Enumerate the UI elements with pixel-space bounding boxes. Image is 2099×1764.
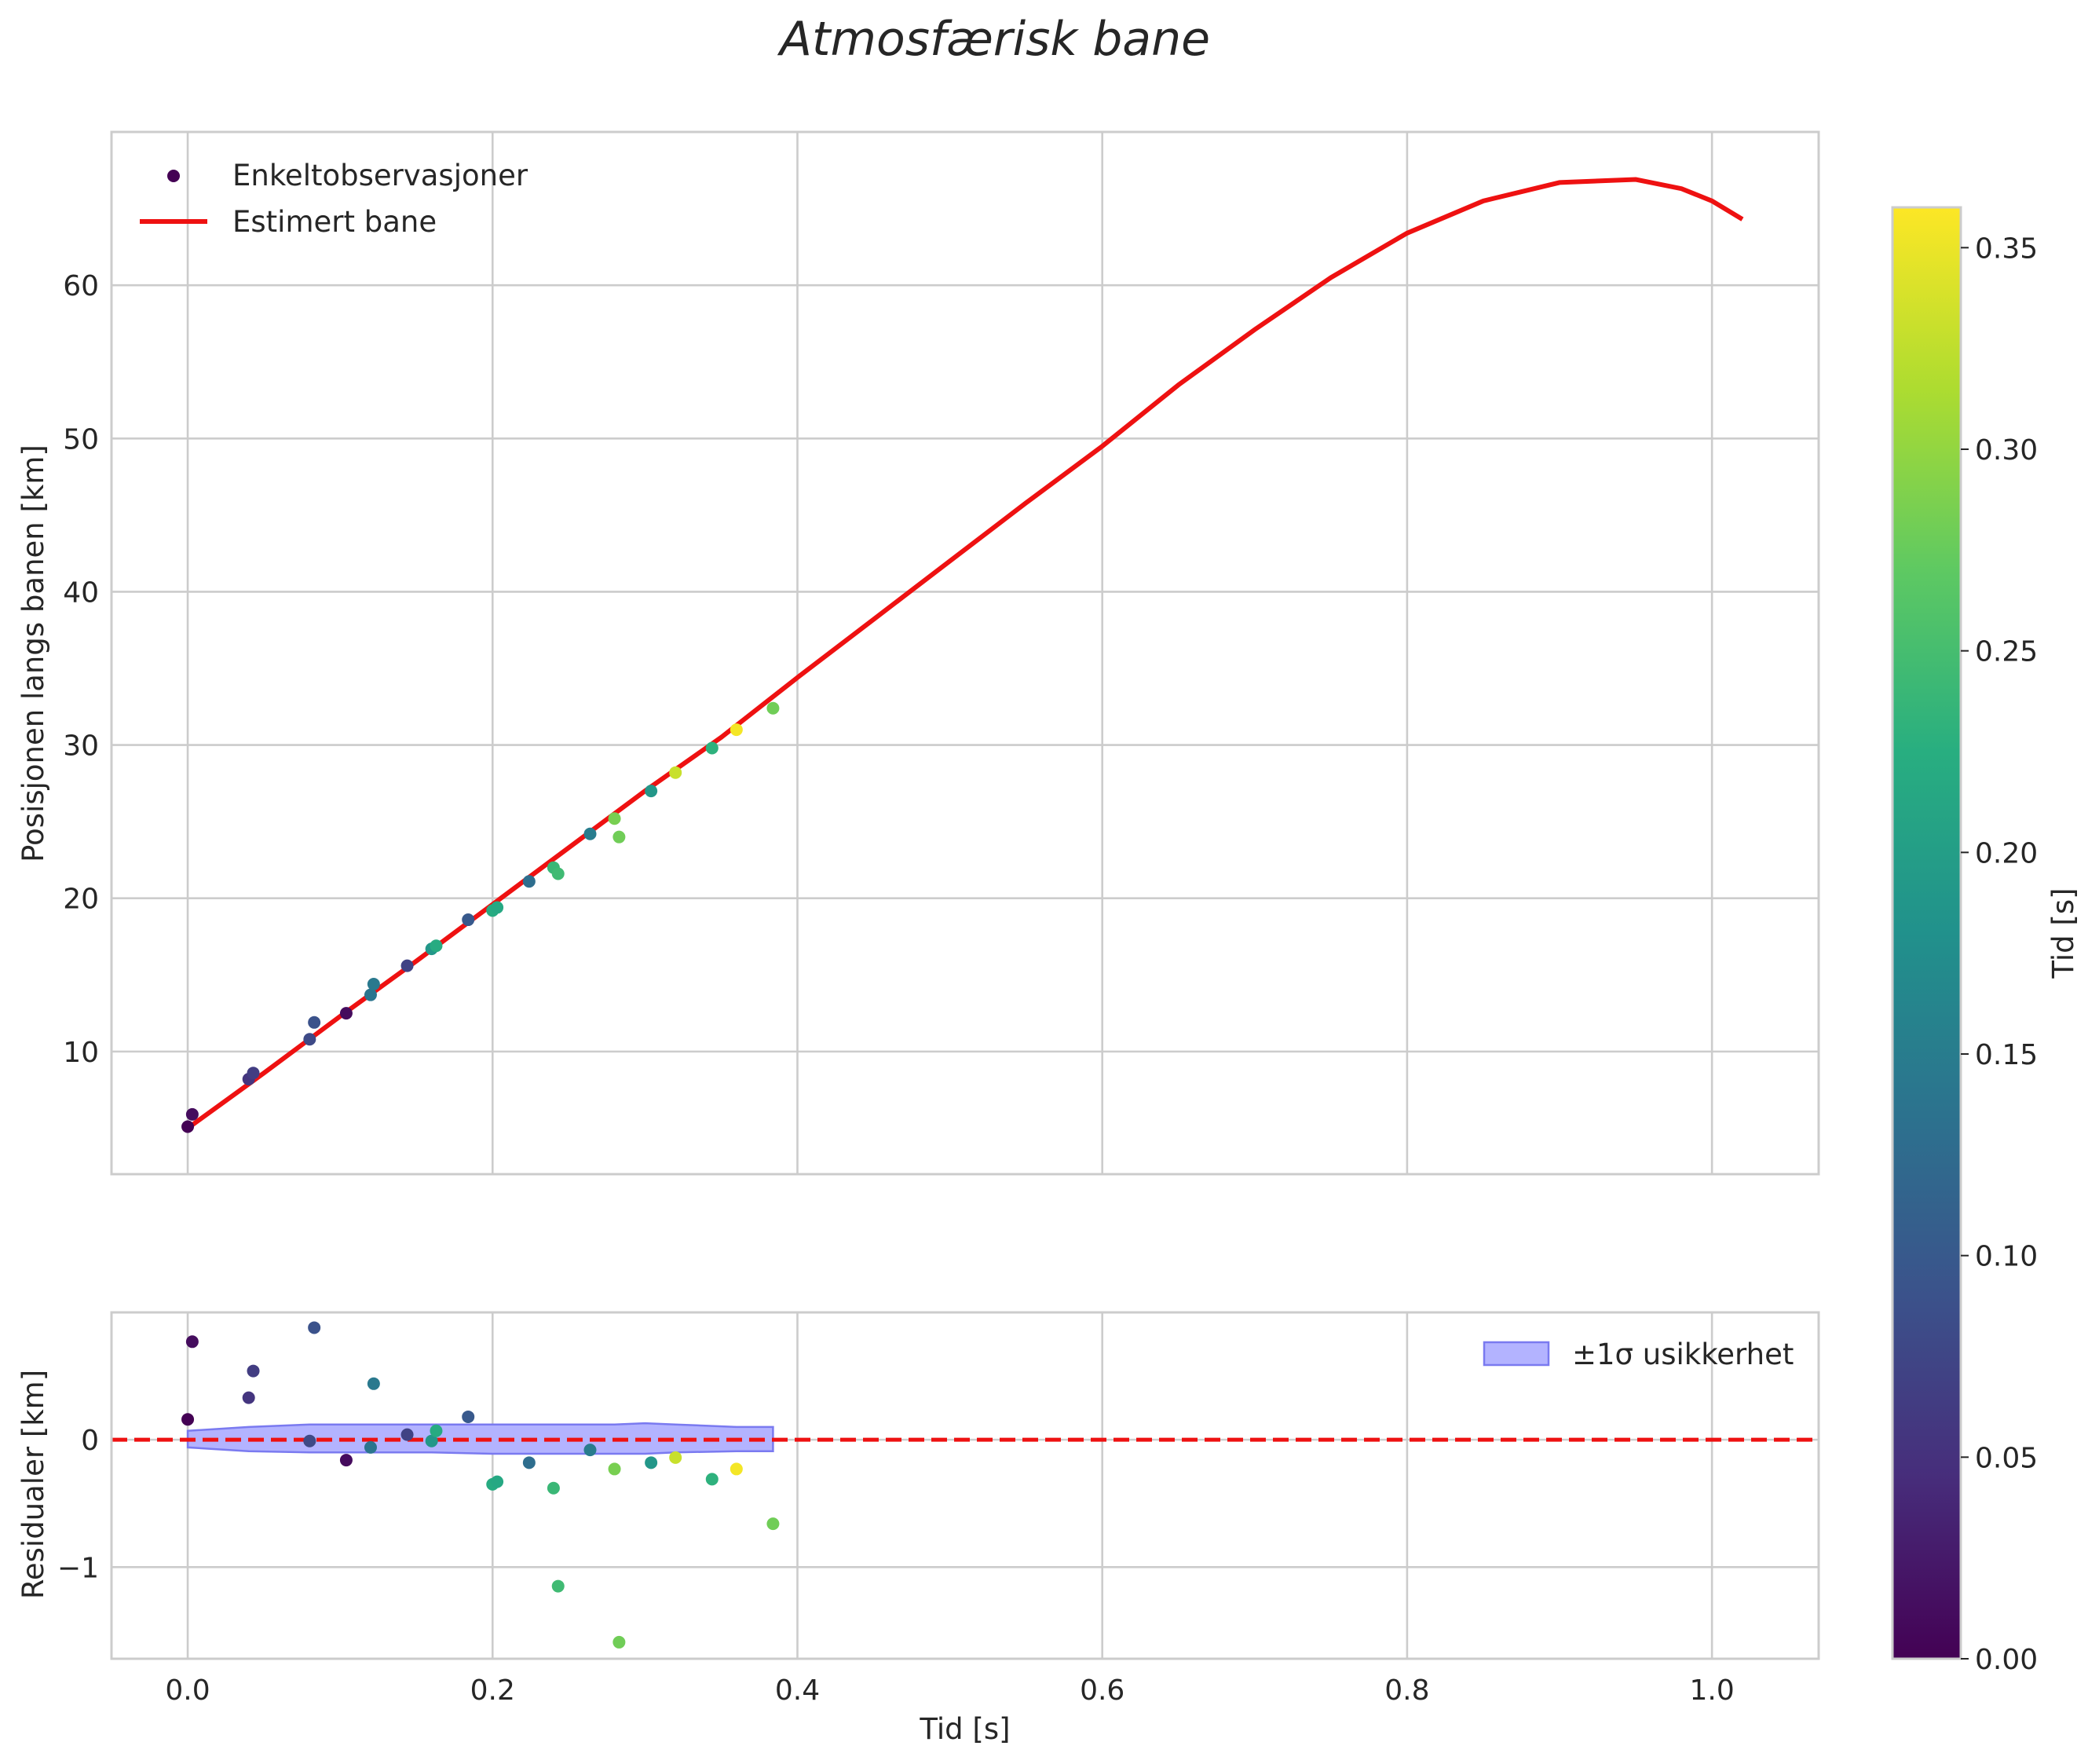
residual-point (181, 1413, 195, 1426)
colorbar-tick-label: 0.30 (1975, 434, 2038, 467)
residual-point (613, 1635, 626, 1649)
x-tick-label: 0.0 (165, 1674, 210, 1707)
x-tick-label: 1.0 (1689, 1674, 1734, 1707)
observation-point (613, 830, 626, 844)
observation-point (766, 701, 780, 715)
trajectory-y-tick-label: 20 (63, 884, 99, 916)
observation-point (430, 939, 443, 953)
residuals-y-ticks: −1 0 (57, 1425, 99, 1584)
residual-point (185, 1335, 199, 1349)
observation-point (303, 1033, 316, 1046)
residual-point (364, 1440, 377, 1454)
trajectory-y-tick-label: 30 (63, 730, 99, 763)
residual-point (308, 1321, 321, 1334)
trajectory-frame (110, 130, 1820, 1176)
residuals-panel: −1 0 0.0 0.2 0.4 0.6 0.8 1.0 Residualer [km] T… (16, 1311, 1820, 1746)
observation-point (491, 901, 504, 914)
residuals-grid (112, 1312, 1819, 1659)
residual-points (181, 1321, 780, 1649)
trajectory-y-tick-label: 50 (63, 423, 99, 456)
residual-point (669, 1451, 682, 1464)
colorbar: 0.00 0.05 0.10 0.15 0.20 0.25 0.30 0.35 Tid [s] (1891, 206, 2080, 1676)
colorbar-label: Tid [s] (2046, 887, 2080, 979)
observation-point (705, 741, 719, 755)
residual-point (730, 1462, 743, 1476)
observation-point (400, 959, 414, 972)
legend-marker-uncertainty (1483, 1341, 1550, 1367)
trajectory-y-tick-label: 60 (63, 270, 99, 302)
residual-point (339, 1454, 353, 1467)
colorbar-tick-label: 0.20 (1975, 837, 2038, 869)
observation-point (181, 1120, 195, 1133)
colorbar-tick-label: 0.00 (1975, 1644, 2038, 1676)
observation-point (364, 988, 377, 1001)
observation-point (185, 1107, 199, 1121)
residual-point (303, 1434, 316, 1447)
trajectory-grid (112, 132, 1819, 1174)
trajectory-y-ticks: 10 20 30 40 50 60 (63, 270, 99, 1069)
residuals-y-tick-label: 0 (81, 1425, 99, 1457)
residual-point (425, 1434, 438, 1447)
residuals-x-ticks: 0.0 0.2 0.4 0.6 0.8 1.0 (165, 1674, 1734, 1707)
residual-point (522, 1456, 536, 1469)
residual-point (462, 1410, 475, 1423)
observation-point (730, 723, 743, 737)
residuals-y-label: Residualer [km] (16, 1370, 50, 1599)
trajectory-y-tick-label: 40 (63, 576, 99, 609)
residual-point (491, 1475, 504, 1488)
observation-point (669, 766, 682, 779)
residual-point (400, 1428, 414, 1441)
colorbar-tick-label: 0.15 (1975, 1039, 2038, 1071)
residual-point (705, 1473, 719, 1486)
legend-marker-observations (167, 170, 180, 182)
legend-label-uncertainty: ±1σ usikkerhet (1572, 1338, 1794, 1371)
observation-point (551, 867, 565, 880)
residual-point (247, 1364, 260, 1378)
residuals-y-tick-label: −1 (57, 1552, 99, 1584)
observation-point (247, 1067, 260, 1080)
residual-point (367, 1377, 380, 1390)
observation-point (462, 913, 475, 927)
residuals-legend: ±1σ usikkerhet (1483, 1338, 1794, 1371)
residual-point (766, 1517, 780, 1531)
residual-point (583, 1444, 597, 1457)
observation-point (583, 827, 597, 840)
colorbar-tick-label: 0.10 (1975, 1241, 2038, 1273)
trajectory-y-label: Posisjonen langs banen [km] (16, 445, 50, 862)
colorbar-tick-label: 0.35 (1975, 232, 2038, 265)
x-tick-label: 0.2 (470, 1674, 515, 1707)
residual-point (645, 1456, 658, 1469)
observation-point (608, 812, 621, 825)
x-tick-label: 0.8 (1384, 1674, 1429, 1707)
observation-point (367, 978, 380, 991)
residual-point (551, 1579, 565, 1593)
colorbar-ticks: 0.00 0.05 0.10 0.15 0.20 0.25 0.30 0.35 (1961, 232, 2038, 1676)
residual-point (547, 1481, 560, 1495)
chart-title: Atmosfærisk bane (777, 12, 1210, 67)
legend-label-estimated: Estimert bane (232, 205, 437, 239)
trajectory-panel: 10 20 30 40 50 60 Posisjonen langs banen [km]… (16, 130, 1820, 1176)
residual-point (608, 1462, 621, 1476)
trajectory-legend: Enkeltobservasjoner Estimert bane (140, 159, 528, 239)
colorbar-tick-label: 0.25 (1975, 636, 2038, 668)
observation-point (522, 875, 536, 888)
legend-label-observations: Enkeltobservasjoner (232, 159, 528, 192)
observation-points (181, 701, 780, 1133)
x-tick-label: 0.6 (1080, 1674, 1124, 1707)
residuals-frame (110, 1311, 1820, 1660)
observation-point (339, 1007, 353, 1020)
residual-point (430, 1424, 443, 1437)
x-tick-label: 0.4 (775, 1674, 820, 1707)
observation-point (645, 785, 658, 798)
estimated-trajectory-line (186, 177, 1744, 1130)
colorbar-gradient (1891, 206, 1962, 1660)
colorbar-tick-label: 0.05 (1975, 1442, 2038, 1474)
trajectory-y-tick-label: 10 (63, 1037, 99, 1069)
observation-point (308, 1016, 321, 1029)
residual-point (242, 1391, 255, 1404)
x-axis-label: Tid [s] (919, 1712, 1010, 1746)
